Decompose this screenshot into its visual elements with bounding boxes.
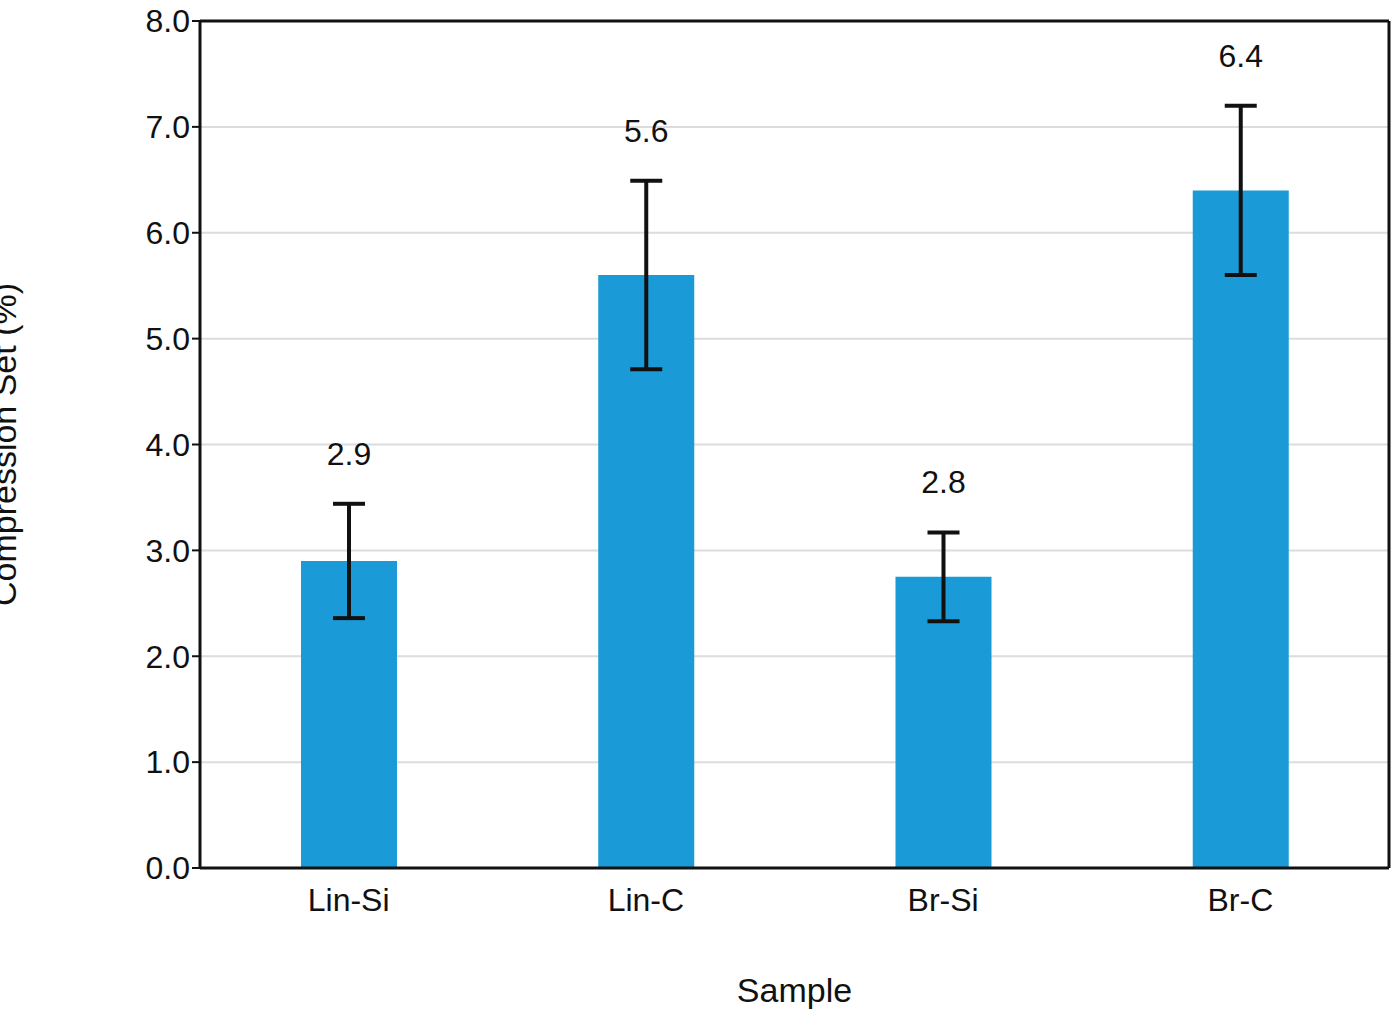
svg-text:Lin-C: Lin-C (608, 882, 684, 918)
svg-text:6.0: 6.0 (146, 215, 190, 251)
svg-text:3.0: 3.0 (146, 533, 190, 569)
svg-text:4.0: 4.0 (146, 427, 190, 463)
svg-text:8.0: 8.0 (146, 3, 190, 39)
svg-text:7.0: 7.0 (146, 109, 190, 145)
svg-text:6.4: 6.4 (1219, 38, 1263, 74)
svg-text:2.0: 2.0 (146, 639, 190, 675)
svg-text:Lin-Si: Lin-Si (308, 882, 390, 918)
svg-text:5.0: 5.0 (146, 321, 190, 357)
svg-text:2.8: 2.8 (921, 464, 965, 500)
svg-text:Br-C: Br-C (1207, 882, 1273, 918)
svg-text:Sample: Sample (737, 971, 852, 1009)
svg-text:2.9: 2.9 (327, 436, 371, 472)
svg-text:Br-Si: Br-Si (908, 882, 979, 918)
svg-text:0.0: 0.0 (146, 850, 190, 886)
svg-text:5.6: 5.6 (624, 113, 668, 149)
svg-text:1.0: 1.0 (146, 744, 190, 780)
svg-text:Compression Set (%): Compression Set (%) (8, 283, 23, 606)
